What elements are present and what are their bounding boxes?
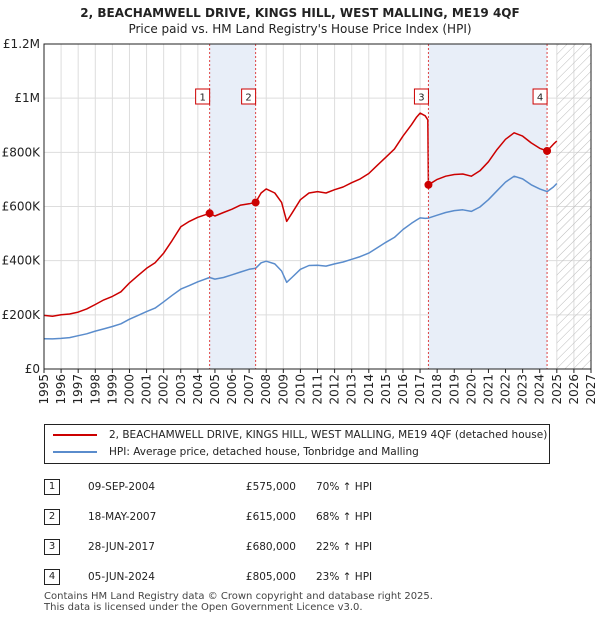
x-tick-label: 2026 [567, 374, 581, 405]
x-tick-label: 2007 [242, 374, 256, 405]
ownership-shade [428, 44, 548, 369]
x-tick-label: 2025 [550, 374, 564, 405]
legend-label-hpi: HPI: Average price, detached house, Tonb… [109, 446, 419, 458]
x-tick-label: 2005 [208, 374, 222, 405]
chart-subtitle: Price paid vs. HM Land Registry's House … [128, 22, 471, 36]
sale-number-badge: 3 [44, 539, 60, 555]
x-tick-label: 2027 [584, 374, 598, 405]
footer: Contains HM Land Registry data © Crown c… [44, 591, 433, 613]
y-tick-label: £400K [2, 254, 42, 268]
x-tick-label: 2023 [516, 374, 530, 405]
y-tick-label: £600K [2, 200, 42, 214]
sale-label-box [413, 88, 429, 105]
footer-licence: This data is licensed under the Open Gov… [44, 602, 363, 613]
legend: 2, BEACHAMWELL DRIVE, KINGS HILL, WEST M… [44, 424, 550, 464]
legend-item-property: 2, BEACHAMWELL DRIVE, KINGS HILL, WEST M… [53, 427, 547, 443]
sale-point [543, 146, 552, 155]
sale-date: 28-JUN-2017 [88, 541, 155, 553]
sale-hpi-diff: 70% ↑ HPI [316, 481, 373, 493]
sale-point [424, 180, 433, 189]
sale-number-badge: 4 [44, 569, 60, 585]
x-tick-label: 2012 [328, 374, 342, 405]
x-tick-label: 1996 [54, 374, 68, 405]
legend-item-hpi: HPI: Average price, detached house, Tonb… [53, 444, 419, 460]
x-tick-label: 1999 [105, 374, 119, 405]
chart-title: 2, BEACHAMWELL DRIVE, KINGS HILL, WEST M… [80, 6, 519, 20]
x-tick-label: 2015 [379, 374, 393, 405]
sale-label-box [241, 88, 257, 105]
table-row: 2 18-MAY-2007 £615,000 68% ↑ HPI [40, 502, 436, 532]
sale-price: £680,000 [245, 541, 296, 553]
sale-date: 18-MAY-2007 [88, 511, 157, 523]
sale-label: 3 [418, 93, 424, 104]
y-tick-label: £1M [14, 91, 40, 105]
table-row: 1 09-SEP-2004 £575,000 70% ↑ HPI [40, 472, 436, 502]
x-tick-label: 2009 [276, 374, 290, 405]
sale-label: 4 [537, 93, 543, 104]
x-tick-label: 2008 [259, 374, 273, 405]
x-tick-label: 2014 [362, 374, 376, 405]
sale-date: 05-JUN-2024 [88, 571, 155, 583]
sale-hpi-diff: 68% ↑ HPI [316, 511, 373, 523]
sale-hpi-diff: 23% ↑ HPI [316, 571, 373, 583]
sale-number-badge: 1 [44, 479, 60, 495]
x-tick-label: 2024 [533, 374, 547, 405]
sale-number-badge: 2 [44, 509, 60, 525]
x-tick-label: 2001 [140, 374, 154, 405]
forecast-hatch-area [556, 44, 591, 369]
hpi-series-line [44, 175, 558, 340]
sale-date: 09-SEP-2004 [88, 481, 156, 493]
x-tick-label: 2010 [293, 374, 307, 405]
legend-label-property: 2, BEACHAMWELL DRIVE, KINGS HILL, WEST M… [109, 429, 548, 441]
property-series-line [44, 112, 558, 317]
legend-swatch-property [53, 434, 97, 436]
x-tick-label: 2017 [413, 374, 427, 405]
x-tick-label: 2016 [396, 374, 410, 405]
sale-hpi-diff: 22% ↑ HPI [316, 541, 373, 553]
footer-copyright: Contains HM Land Registry data © Crown c… [44, 591, 433, 602]
y-tick-label: £0 [25, 362, 40, 376]
price-chart: 2, BEACHAMWELL DRIVE, KINGS HILL, WEST M… [2, 6, 598, 405]
sale-label: 2 [245, 93, 251, 104]
sale-point [251, 198, 260, 207]
sale-point [205, 209, 214, 218]
x-tick-label: 1998 [88, 374, 102, 405]
table-row: 4 05-JUN-2024 £805,000 23% ↑ HPI [40, 562, 436, 592]
table-row: 3 28-JUN-2017 £680,000 22% ↑ HPI [40, 532, 436, 562]
x-tick-label: 2018 [430, 374, 444, 405]
x-tick-label: 2000 [123, 374, 137, 405]
sale-label: 1 [199, 93, 205, 104]
x-tick-label: 2002 [157, 374, 171, 405]
sale-label-box [532, 88, 548, 105]
y-tick-label: £1.2M [3, 37, 40, 51]
x-tick-label: 2013 [345, 374, 359, 405]
x-tick-label: 2004 [191, 374, 205, 405]
sale-price: £805,000 [245, 571, 296, 583]
sale-price: £575,000 [245, 481, 296, 493]
y-tick-label: £200K [2, 308, 42, 322]
sale-label-box [195, 88, 211, 105]
x-tick-label: 1997 [71, 374, 85, 405]
x-tick-label: 2022 [499, 374, 513, 405]
x-tick-label: 2011 [311, 374, 325, 405]
x-tick-label: 2020 [464, 374, 478, 405]
x-tick-label: 1995 [37, 374, 51, 405]
x-tick-label: 2019 [447, 374, 461, 405]
transactions-table: 1 09-SEP-2004 £575,000 70% ↑ HPI 2 18-MA… [40, 472, 436, 592]
legend-swatch-hpi [53, 451, 97, 453]
x-tick-label: 2021 [481, 374, 495, 405]
x-tick-label: 2003 [174, 374, 188, 405]
x-tick-label: 2006 [225, 374, 239, 405]
y-tick-label: £800K [2, 145, 42, 159]
sale-price: £615,000 [245, 511, 296, 523]
